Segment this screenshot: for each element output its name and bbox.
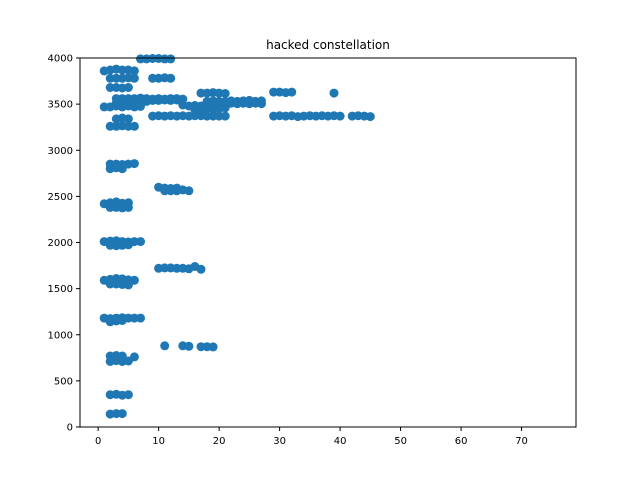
data-point: [160, 341, 170, 351]
x-tick-label: 40: [334, 436, 347, 447]
data-point: [220, 103, 230, 113]
x-tick-label: 50: [394, 436, 407, 447]
y-tick-label: 2000: [48, 238, 73, 249]
data-point: [123, 202, 133, 212]
y-axis: 0 500 1000 1500 2000 2500 3000 3500 4000: [48, 54, 80, 434]
x-tick-label: 0: [95, 436, 101, 447]
data-point: [365, 112, 375, 122]
data-point: [123, 114, 133, 124]
data-point: [166, 54, 176, 64]
x-tick-label: 70: [515, 436, 528, 447]
data-point: [123, 240, 133, 250]
data-point: [257, 96, 266, 106]
data-point: [136, 313, 145, 323]
data-point: [129, 66, 139, 76]
data-point: [129, 352, 139, 362]
x-tick-label: 30: [273, 436, 286, 447]
y-tick-label: 500: [54, 376, 73, 387]
x-tick-label: 20: [213, 436, 226, 447]
data-point: [287, 87, 297, 97]
data-point: [184, 186, 194, 196]
data-point: [129, 121, 139, 131]
data-point: [220, 111, 230, 121]
data-point: [123, 280, 133, 290]
y-tick-label: 0: [67, 423, 73, 434]
x-tick-label: 60: [455, 436, 468, 447]
y-tick-label: 3500: [48, 100, 73, 111]
data-point: [117, 316, 127, 325]
y-tick-label: 1000: [48, 330, 73, 341]
y-tick-label: 3000: [48, 146, 73, 157]
plot-frame: [79, 57, 577, 428]
x-axis: 0 10 20 30 40 50 60 70: [95, 427, 528, 447]
data-points-layer: [99, 54, 375, 419]
data-point: [172, 186, 182, 196]
data-point: [208, 342, 218, 352]
data-point: [196, 264, 206, 274]
chart-title: hacked constellation: [266, 38, 390, 52]
data-point: [220, 89, 230, 98]
data-point: [117, 351, 127, 361]
data-point: [117, 409, 127, 419]
data-point: [136, 237, 145, 247]
data-point: [123, 390, 133, 400]
data-point: [129, 159, 139, 169]
y-tick-label: 2500: [48, 192, 73, 203]
data-point: [184, 341, 194, 351]
x-tick-label: 10: [152, 436, 165, 447]
data-point: [129, 73, 139, 83]
data-point: [123, 83, 133, 92]
data-point: [329, 88, 339, 98]
y-tick-label: 1500: [48, 284, 73, 295]
data-point: [335, 111, 345, 121]
y-tick-label: 4000: [48, 54, 73, 65]
data-point: [166, 73, 176, 83]
